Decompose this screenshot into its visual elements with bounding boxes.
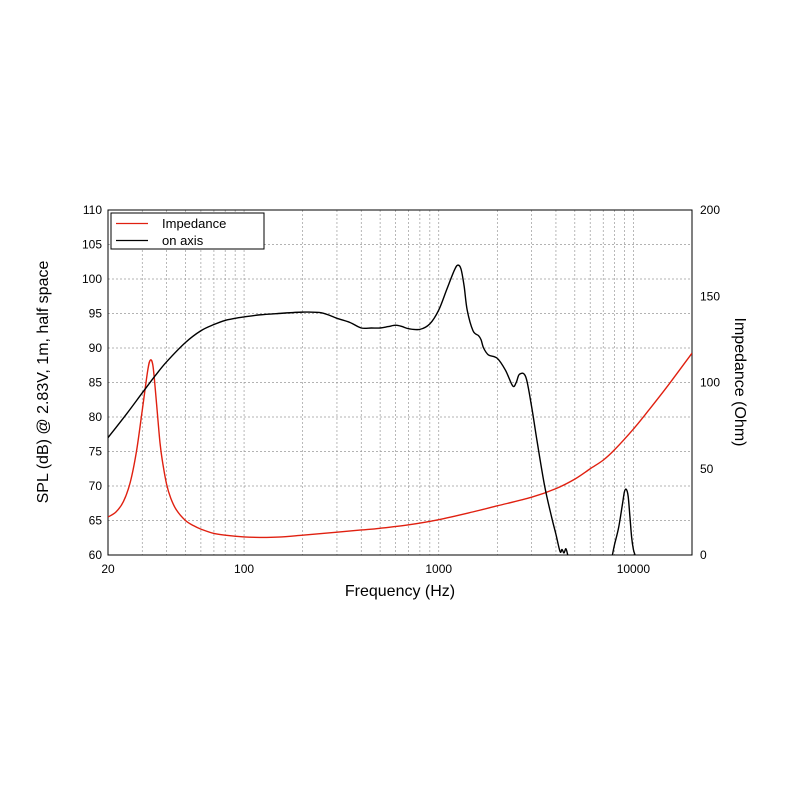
y-left-tick-label: 90	[89, 341, 103, 355]
y-axis-left-title: SPL (dB) @ 2.83V, 1m, half space	[35, 261, 52, 504]
plot-frame	[107, 209, 693, 556]
y-left-tick-label: 65	[89, 514, 103, 528]
grid	[108, 210, 692, 555]
x-tick-label: 100	[234, 562, 254, 576]
y-left-tick-label: 75	[89, 445, 103, 459]
y-right-tick-label: 50	[700, 462, 714, 476]
y-left-tick-label: 70	[89, 479, 103, 493]
x-tick-label: 20	[101, 562, 115, 576]
series-line-on-axis	[611, 488, 636, 555]
y-axis-right-title: Impedance (Ohm)	[731, 318, 748, 447]
y-left-tick-label: 100	[82, 272, 102, 286]
data-layer	[108, 264, 692, 555]
y-right-tick-label: 200	[700, 203, 720, 217]
x-tick-label: 10000	[617, 562, 651, 576]
y-right-tick-label: 100	[700, 376, 720, 390]
series-line-impedance	[108, 352, 692, 539]
y-left-tick-label: 85	[89, 376, 103, 390]
y-right-tick-label: 150	[700, 289, 720, 303]
legend-label-impedance: Impedance	[162, 216, 226, 231]
tick-labels: 20 100 1000 10000 60 65 70 75 80 85 90 95 100 105 110 0…	[82, 203, 720, 576]
y-right-tick-label: 0	[700, 548, 707, 562]
y-left-tick-label: 110	[83, 203, 102, 217]
x-axis-title: Frequency (Hz)	[345, 583, 455, 600]
legend-box	[110, 212, 265, 250]
x-tick-label: 1000	[425, 562, 452, 576]
legend: Impedance on axis	[110, 212, 265, 250]
y-left-tick-label: 80	[89, 410, 103, 424]
series-line-on-axis	[108, 264, 569, 555]
y-left-tick-label: 60	[89, 548, 103, 562]
legend-label-on-axis: on axis	[162, 233, 204, 248]
y-left-tick-label: 95	[89, 307, 103, 321]
y-left-tick-label: 105	[82, 238, 102, 252]
